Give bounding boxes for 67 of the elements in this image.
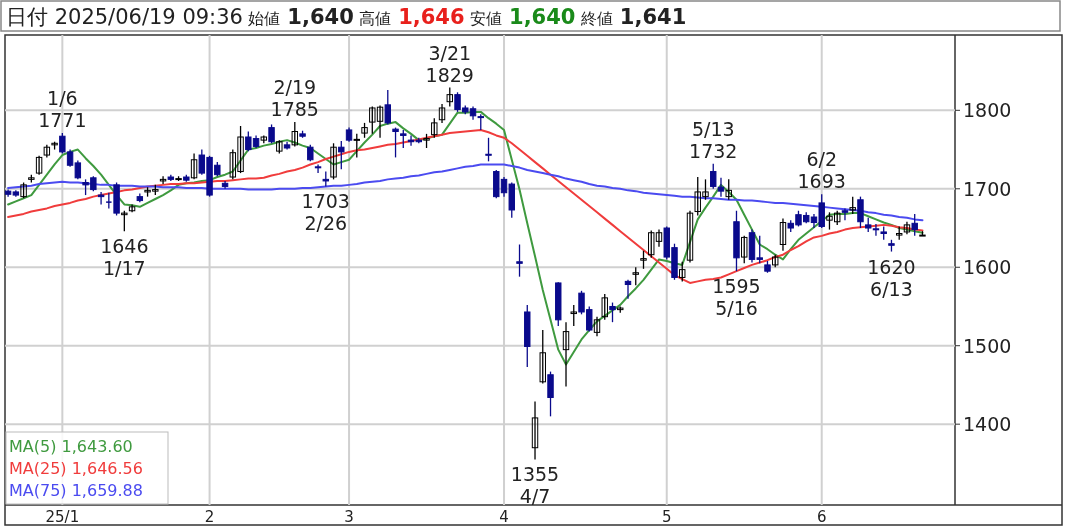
candlestick: [190, 152, 198, 181]
candlestick: [679, 261, 686, 283]
annotation: 1/6 1771: [38, 87, 87, 132]
candlestick: [97, 191, 105, 206]
annotation: 1595 5/16: [712, 275, 761, 320]
candlestick: [741, 235, 748, 264]
annotation: 3/21 1829: [425, 41, 474, 86]
y-tick-label: 1500: [963, 334, 1012, 357]
candlestick: [725, 178, 732, 201]
candlestick: [779, 217, 787, 252]
candlestick: [562, 321, 570, 388]
candlestick: [624, 279, 632, 300]
candlestick: [570, 304, 577, 327]
x-tick-label: 4: [499, 508, 509, 526]
candlestick: [911, 213, 918, 237]
candlestick: [353, 133, 361, 159]
candlestick: [330, 142, 337, 181]
candlestick: [717, 177, 725, 198]
annotation: 1355 4/7: [510, 463, 560, 508]
candlestick: [121, 210, 128, 232]
candlestick: [314, 163, 322, 174]
y-tick-label: 1600: [963, 256, 1012, 279]
x-tick-label: 5: [661, 508, 672, 526]
candlestick: [438, 103, 446, 124]
candlestick: [686, 210, 694, 264]
candlestick: [640, 250, 647, 270]
text: MA(5) 1,643.60: [9, 437, 133, 456]
candlestick: [593, 316, 601, 337]
x-tick-label: 6: [816, 508, 827, 526]
candlestick: [539, 329, 546, 385]
candlestick: [841, 207, 849, 221]
candlestick: [485, 137, 492, 162]
candlestick: [632, 266, 639, 286]
text: MA(75) 1,659.88: [9, 481, 143, 500]
candlestick: [128, 203, 136, 213]
candlestick: [291, 121, 299, 148]
candlestick: [609, 301, 616, 323]
candlestick: [268, 123, 275, 144]
annotation: 1620 6/13: [867, 255, 916, 300]
y-tick-label: 1800: [963, 99, 1012, 122]
x-tick-label: 25/1: [45, 508, 80, 526]
candlestick: [710, 163, 717, 190]
annotation: 1703 2/26: [301, 190, 350, 235]
text: MA(25) 1,646.56: [9, 459, 143, 478]
candlestick: [338, 140, 345, 170]
candlestick: [159, 175, 167, 185]
candlestick: [531, 400, 539, 461]
candlestick: [431, 117, 438, 139]
candlestick: [601, 293, 608, 321]
x-tick-label: 3: [344, 508, 354, 526]
candlestick: [35, 155, 43, 176]
candlestick: [516, 243, 523, 278]
y-tick-label: 1400: [963, 413, 1012, 436]
candlestick: [384, 89, 391, 126]
annotation: 5/13 1732: [689, 117, 738, 162]
y-tick-label: 1700: [963, 177, 1012, 200]
annotation: 6/2 1693: [797, 148, 846, 193]
candlestick: [400, 129, 407, 149]
candlestick: [392, 126, 399, 159]
annotation: 2/19 1785: [270, 76, 319, 121]
chart-title: 日付 2025/06/19 09:36 始値 1,640 高値 1,646 安値 1,640 終値 1,641: [6, 5, 687, 29]
candlestick: [857, 195, 864, 229]
candlestick: [547, 370, 554, 417]
candlestick: [903, 221, 911, 235]
annotation: 1646 1/17: [100, 235, 149, 280]
candlestick: [446, 86, 453, 108]
x-tick-label: 2: [204, 508, 215, 526]
